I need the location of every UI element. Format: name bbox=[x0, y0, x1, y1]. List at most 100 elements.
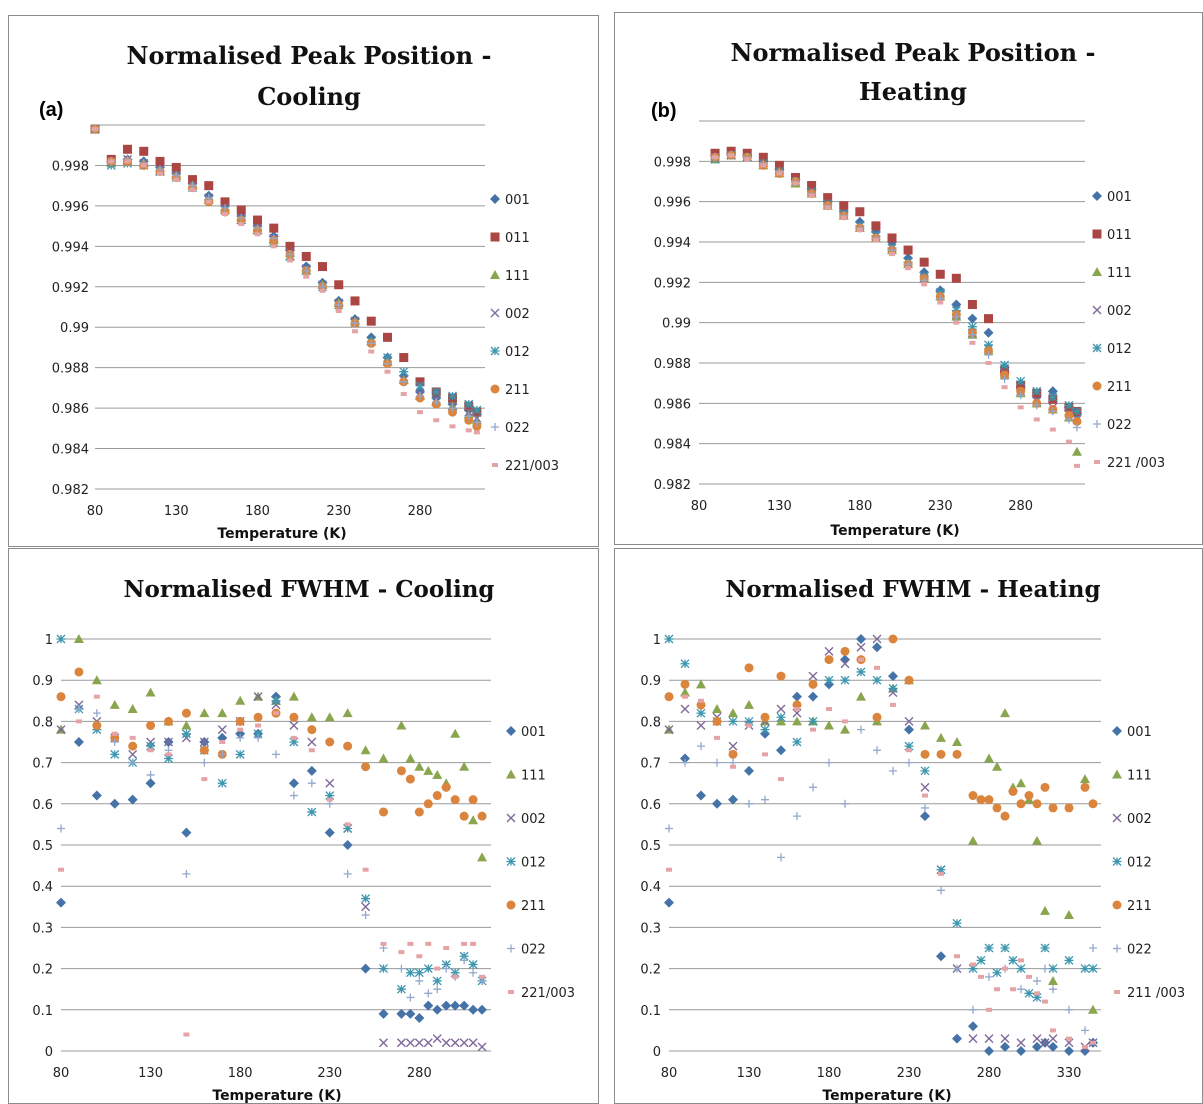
series-221 bbox=[92, 127, 480, 435]
data-point bbox=[969, 1005, 977, 1014]
data-point bbox=[1040, 943, 1050, 953]
data-point bbox=[423, 1000, 434, 1011]
y-tick-label: 0.7 bbox=[640, 757, 661, 772]
data-point bbox=[432, 791, 442, 801]
x-tick-label: 230 bbox=[928, 499, 953, 514]
legend-label: 211 bbox=[1127, 899, 1152, 914]
data-point bbox=[366, 316, 376, 326]
y-tick-label: 0.984 bbox=[654, 438, 691, 453]
data-point bbox=[415, 381, 425, 391]
data-point bbox=[452, 974, 459, 979]
data-point bbox=[681, 758, 689, 767]
data-point bbox=[146, 770, 155, 779]
x-axis-label: Temperature (K) bbox=[830, 523, 959, 539]
legend-item: 221/003 bbox=[508, 986, 575, 1001]
data-point bbox=[396, 720, 407, 730]
data-point bbox=[1080, 774, 1090, 784]
series-011 bbox=[710, 146, 1082, 416]
data-point bbox=[448, 404, 457, 413]
data-point bbox=[730, 764, 736, 769]
data-point bbox=[383, 359, 392, 368]
data-point bbox=[145, 687, 156, 697]
data-point bbox=[342, 840, 353, 850]
data-point bbox=[824, 646, 834, 656]
data-point bbox=[873, 746, 881, 755]
data-point bbox=[182, 869, 191, 878]
x-axis-label: Temperature (K) bbox=[822, 1088, 951, 1104]
legend-marker bbox=[1092, 267, 1102, 276]
y-tick-label: 0.2 bbox=[32, 963, 53, 978]
y-gridlines bbox=[95, 124, 485, 490]
data-point bbox=[1000, 1041, 1010, 1052]
chart-svg: Normalised FWHM - Heating 00.10.20.30.40… bbox=[640, 576, 1185, 1104]
legend-item: 022 bbox=[1093, 418, 1132, 433]
data-point bbox=[728, 716, 738, 726]
legend-marker bbox=[1113, 944, 1121, 953]
data-point bbox=[824, 675, 834, 685]
data-point bbox=[1001, 385, 1008, 390]
data-point bbox=[841, 799, 849, 808]
data-point bbox=[396, 766, 406, 776]
series-012 bbox=[90, 124, 482, 415]
data-point bbox=[383, 353, 392, 363]
data-point bbox=[273, 711, 279, 716]
legend-marker bbox=[490, 308, 500, 318]
data-point bbox=[1034, 991, 1040, 996]
data-point bbox=[714, 735, 720, 740]
data-point bbox=[1000, 375, 1009, 384]
legend-label: 221/003 bbox=[505, 459, 559, 474]
legend-label: 022 bbox=[521, 943, 546, 958]
data-point bbox=[728, 741, 738, 751]
chart-panel-fwhm-cooling: Normalised FWHM - Cooling 0 0.1 0.2 0.3 0.4 0… bbox=[8, 548, 599, 1104]
x-tick-label: 180 bbox=[245, 504, 270, 519]
data-point bbox=[443, 946, 450, 950]
data-point bbox=[904, 741, 914, 751]
legend-item: 001 bbox=[490, 193, 530, 208]
data-point bbox=[416, 954, 423, 959]
legend: 001 011 111 002 012 211 022 221/003 bbox=[490, 193, 559, 474]
data-point bbox=[954, 954, 960, 959]
legend-label: 221/003 bbox=[521, 986, 575, 1001]
y-tick-label: 0.3 bbox=[32, 921, 53, 936]
data-point bbox=[872, 712, 882, 722]
series-022 bbox=[711, 151, 1081, 432]
legend-label: 002 bbox=[521, 812, 546, 827]
data-point bbox=[460, 956, 469, 965]
x-tick-label: 130 bbox=[767, 499, 792, 514]
data-point bbox=[56, 692, 66, 702]
data-point bbox=[1065, 1005, 1073, 1014]
data-point bbox=[290, 735, 297, 740]
data-point bbox=[286, 250, 294, 259]
data-point bbox=[379, 807, 388, 817]
data-point bbox=[468, 1004, 479, 1015]
data-point bbox=[253, 712, 263, 722]
x-tick-label: 130 bbox=[737, 1066, 762, 1081]
data-point bbox=[823, 193, 833, 203]
data-point bbox=[808, 679, 818, 689]
data-point bbox=[469, 968, 478, 977]
data-point bbox=[289, 712, 299, 722]
chart-panel-peak-cooling: Normalised Peak Position - Cooling (a) 0… bbox=[8, 15, 599, 547]
data-point bbox=[307, 779, 316, 788]
data-points bbox=[90, 124, 482, 435]
series-001 bbox=[90, 124, 482, 420]
data-point bbox=[432, 398, 441, 407]
data-point bbox=[976, 955, 986, 965]
data-point bbox=[984, 753, 994, 763]
series-221 bbox=[58, 694, 486, 1037]
data-point bbox=[459, 951, 469, 961]
data-point bbox=[477, 1042, 487, 1052]
data-point bbox=[414, 968, 424, 978]
legend-item: 111 bbox=[1112, 769, 1152, 784]
data-point bbox=[978, 974, 984, 979]
data-point bbox=[776, 712, 786, 722]
data-point bbox=[396, 1038, 406, 1048]
data-point bbox=[792, 181, 799, 186]
data-point bbox=[967, 313, 978, 324]
data-point bbox=[147, 748, 154, 753]
data-point bbox=[285, 241, 295, 251]
data-point bbox=[416, 391, 424, 400]
data-point bbox=[696, 679, 706, 689]
data-point bbox=[992, 968, 1002, 978]
data-point bbox=[985, 361, 992, 365]
